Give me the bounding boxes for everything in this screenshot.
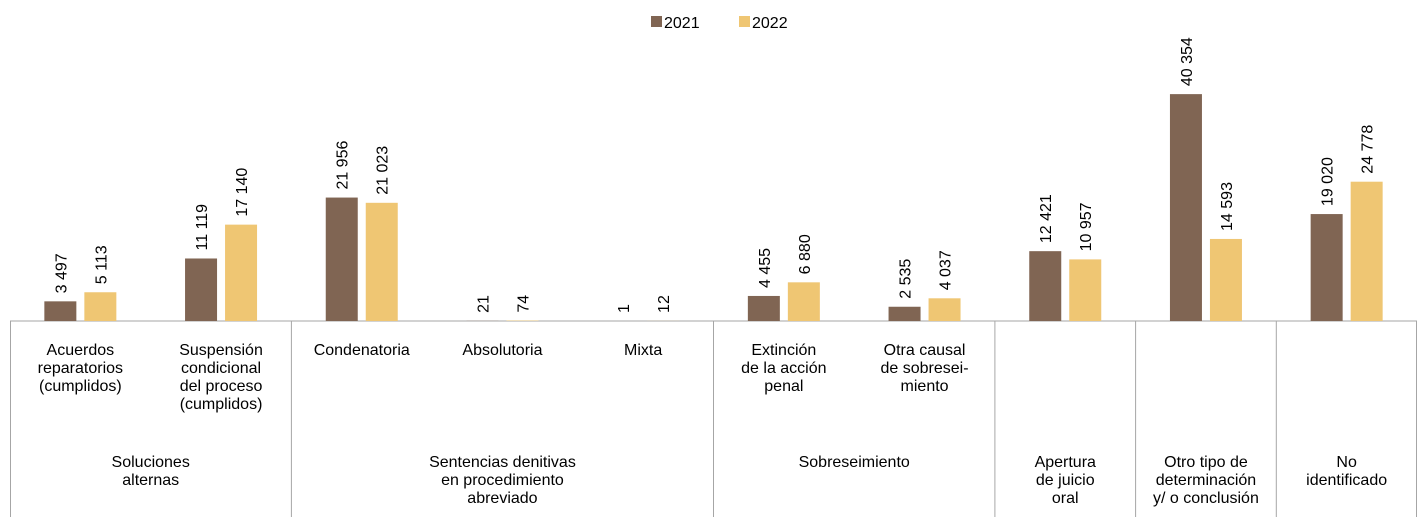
bar bbox=[747, 295, 780, 321]
value-label: 21 bbox=[475, 295, 492, 313]
legend-swatch bbox=[651, 16, 662, 27]
bar bbox=[44, 301, 77, 321]
value-label: 21 956 bbox=[335, 141, 352, 190]
category-label: Condenatoria bbox=[314, 342, 410, 359]
group-label: Sentencias denitivas en procedimiento abre… bbox=[429, 454, 576, 507]
group-label: Apertura de juicio oral bbox=[1035, 454, 1096, 507]
value-label: 12 bbox=[656, 295, 673, 313]
group-label: Soluciones alternas bbox=[112, 454, 190, 489]
bar bbox=[1350, 181, 1383, 321]
category-label: Acuerdos reparatorios (cumplidos) bbox=[38, 342, 123, 395]
value-label: 11 119 bbox=[194, 204, 211, 251]
legend-label: 2022 bbox=[752, 15, 788, 32]
bar bbox=[365, 202, 398, 321]
bar bbox=[1029, 251, 1062, 321]
bar bbox=[225, 224, 258, 321]
value-label: 19 020 bbox=[1320, 157, 1337, 206]
value-label: 24 778 bbox=[1360, 125, 1377, 174]
bar bbox=[84, 292, 117, 321]
bar bbox=[1209, 238, 1242, 321]
legend-swatch bbox=[739, 16, 750, 27]
category-label: Suspensión condicional del proceso (cumplid… bbox=[179, 342, 263, 413]
value-label: 2 535 bbox=[898, 259, 915, 299]
bar bbox=[928, 298, 961, 321]
value-label: 40 354 bbox=[1179, 37, 1196, 86]
group-label: Otro tipo de determinación y/ o conclusión bbox=[1153, 454, 1259, 507]
value-label: 3 497 bbox=[53, 253, 70, 293]
value-label: 5 113 bbox=[93, 245, 110, 284]
value-label: 14 593 bbox=[1219, 182, 1236, 231]
value-label: 17 140 bbox=[234, 168, 251, 217]
value-label: 10 957 bbox=[1078, 202, 1095, 251]
bar bbox=[1310, 214, 1343, 321]
bar bbox=[185, 258, 218, 321]
category-label: Mixta bbox=[624, 342, 662, 359]
value-label: 21 023 bbox=[375, 146, 392, 195]
value-label: 4 455 bbox=[757, 248, 774, 288]
category-label: Otra causal de sobresei-miento bbox=[881, 342, 969, 395]
value-label: 4 037 bbox=[938, 250, 955, 290]
group-label: No identificado bbox=[1306, 454, 1387, 489]
group-label: Sobreseimiento bbox=[799, 454, 910, 471]
value-label: 1 bbox=[616, 304, 633, 313]
bar bbox=[1169, 94, 1202, 321]
value-label: 74 bbox=[515, 295, 532, 313]
value-label: 6 880 bbox=[797, 234, 814, 274]
legend-label: 2021 bbox=[664, 15, 700, 32]
value-label: 12 421 bbox=[1038, 194, 1055, 243]
bar bbox=[888, 306, 921, 321]
category-label: Absolutoria bbox=[462, 342, 542, 359]
bar bbox=[325, 197, 358, 321]
category-label: Extinción de la acción penal bbox=[741, 342, 826, 395]
bar bbox=[1069, 259, 1102, 321]
bar bbox=[787, 282, 820, 321]
